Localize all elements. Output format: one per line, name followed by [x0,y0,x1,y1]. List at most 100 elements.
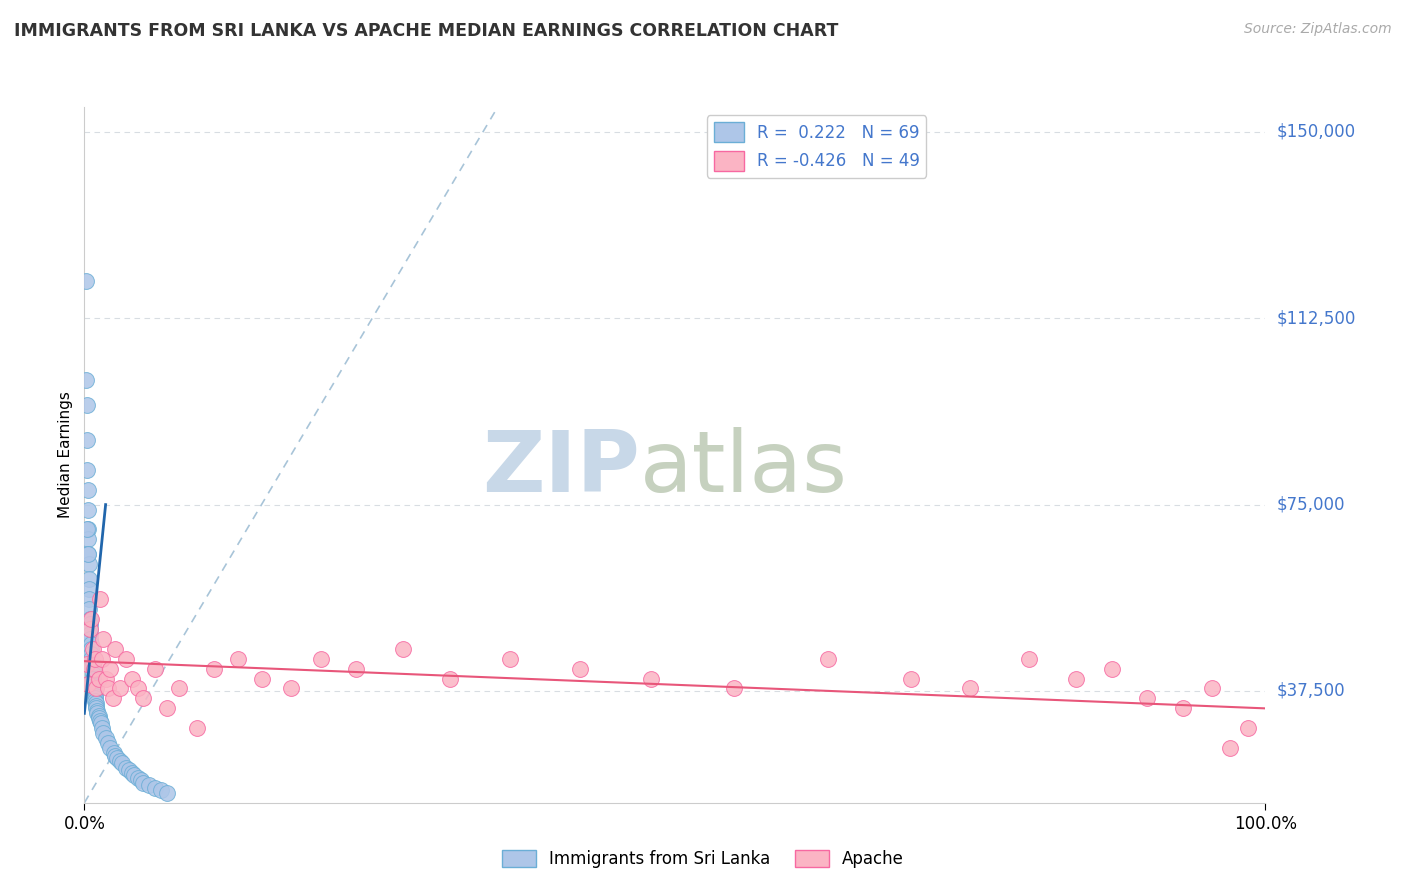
Point [202,662,225,676]
Point [104,641,127,656]
Point [121,766,143,780]
Point [640,672,662,686]
Point [79,632,101,646]
Point [114,651,136,665]
Point [156,786,179,800]
Point [82,657,104,671]
Point [122,768,145,782]
Point [121,672,143,686]
Point [76,657,98,671]
Point [439,672,461,686]
Point [127,771,149,785]
Point [86,706,108,721]
Point [108,754,131,768]
Point [1101,662,1123,676]
Point [77,572,100,586]
Point [77,547,100,561]
Point [98,741,121,756]
Text: $75,000: $75,000 [1277,496,1346,514]
Text: ZIP: ZIP [482,427,640,510]
Point [76,523,98,537]
Point [97,681,120,696]
Point [80,641,103,656]
Point [90,716,112,731]
Point [138,778,160,792]
Point [344,662,367,676]
Point [101,691,124,706]
Point [77,558,100,572]
Point [94,731,117,746]
Point [114,761,136,775]
Point [186,721,208,735]
Text: IMMIGRANTS FROM SRI LANKA VS APACHE MEDIAN EARNINGS CORRELATION CHART: IMMIGRANTS FROM SRI LANKA VS APACHE MEDI… [14,22,838,40]
Point [143,662,166,676]
Point [82,676,104,690]
Point [84,691,107,706]
Point [392,641,415,656]
Point [83,662,105,676]
Point [143,780,166,795]
Point [1018,651,1040,665]
Point [107,751,129,765]
Point [76,398,98,412]
Point [87,708,110,723]
Point [83,681,105,696]
Point [80,637,103,651]
Point [150,783,173,797]
Point [167,681,190,696]
Point [309,651,332,665]
Point [1219,741,1241,756]
Point [817,651,839,665]
Point [89,714,111,728]
Point [77,547,100,561]
Point [84,698,107,713]
Point [98,662,121,676]
Point [89,592,111,607]
Point [129,773,152,788]
Point [77,483,100,497]
Point [77,523,100,537]
Point [498,651,520,665]
Point [84,651,107,665]
Point [82,666,104,681]
Point [1236,721,1258,735]
Point [82,641,104,656]
Point [76,463,98,477]
Point [91,651,114,665]
Point [569,662,592,676]
Point [132,691,155,706]
Point [1201,681,1223,696]
Point [226,651,249,665]
Legend: R =  0.222   N = 69, R = -0.426   N = 49: R = 0.222 N = 69, R = -0.426 N = 49 [707,115,927,178]
Point [723,681,745,696]
Point [79,622,101,636]
Point [80,612,103,626]
Point [91,721,114,735]
Point [84,694,107,708]
Text: $37,500: $37,500 [1277,682,1346,700]
Legend: Immigrants from Sri Lanka, Apache: Immigrants from Sri Lanka, Apache [495,843,911,875]
Point [84,701,107,715]
Point [75,274,97,288]
Point [156,701,179,715]
Point [82,672,104,686]
Point [80,647,103,661]
Point [132,776,155,790]
Point [82,672,104,686]
Y-axis label: Median Earnings: Median Earnings [58,392,73,518]
Point [959,681,981,696]
Text: $112,500: $112,500 [1277,310,1355,327]
Point [77,602,100,616]
Point [111,756,134,770]
Point [77,676,100,690]
Point [118,764,141,778]
Text: Source: ZipAtlas.com: Source: ZipAtlas.com [1244,22,1392,37]
Point [79,616,101,631]
Point [108,681,131,696]
Point [79,622,101,636]
Point [1171,701,1194,715]
Point [104,748,127,763]
Point [86,704,108,718]
Point [1066,672,1088,686]
Point [87,672,110,686]
